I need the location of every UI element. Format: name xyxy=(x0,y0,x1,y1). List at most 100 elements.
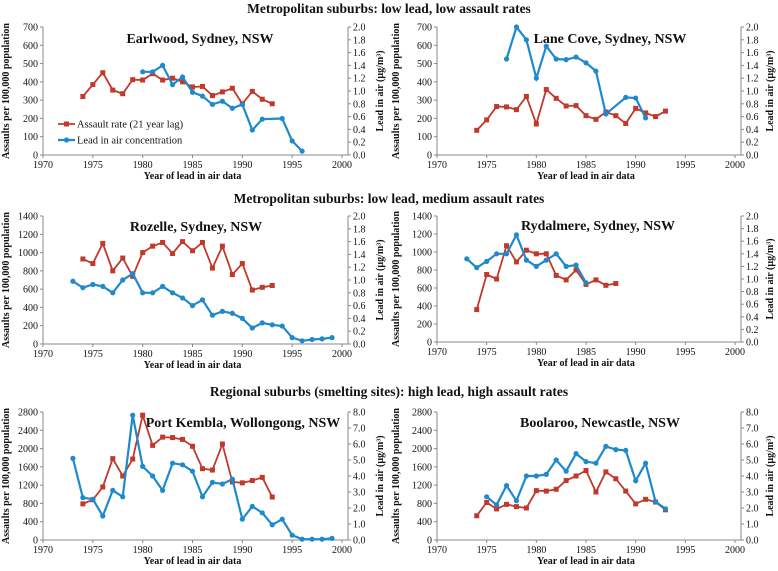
y2-tick-label: 1.6 xyxy=(746,48,759,59)
lead-data-point xyxy=(623,94,629,100)
lead-data-point xyxy=(613,447,619,453)
lead-data-point xyxy=(299,536,305,542)
chart-title: Lane Cove, Sydney, NSW xyxy=(534,32,687,47)
y-tick-label: 400 xyxy=(23,517,38,528)
assault-data-point xyxy=(523,247,529,253)
assault-data-point xyxy=(543,87,549,93)
y2-tick-label: 6.0 xyxy=(353,440,366,451)
y2-tick-label: 2.0 xyxy=(353,212,366,223)
lead-data-point xyxy=(289,335,295,341)
y-tick-label: 800 xyxy=(23,499,38,510)
assault-data-point xyxy=(613,476,619,482)
lead-data-point xyxy=(150,290,156,296)
assault-data-point xyxy=(533,251,539,257)
lead-data-point xyxy=(513,232,520,238)
lead-data-point xyxy=(603,443,609,449)
lead-data-point xyxy=(484,258,490,264)
legend: Assault rate (21 year lag) Lead in air co… xyxy=(58,120,184,147)
assault-data-point xyxy=(494,104,500,110)
y-tick-label: 1000 xyxy=(18,248,38,259)
lead-data-point xyxy=(110,290,116,296)
assault-data-point xyxy=(249,88,255,94)
y-tick-label: 600 xyxy=(417,41,432,52)
lead-data-point xyxy=(643,115,649,121)
x-tick-label: 1995 xyxy=(282,349,302,360)
assault-data-point xyxy=(150,243,156,249)
y-axis-title-right: Lead in air (µg/m³) xyxy=(375,239,386,320)
lead-series-line xyxy=(72,272,333,342)
y2-tick-label: 0.4 xyxy=(746,312,759,323)
x-tick-label: 2000 xyxy=(725,160,745,171)
lead-data-point xyxy=(219,481,225,487)
lead-data-point xyxy=(80,495,86,501)
assault-data-point xyxy=(170,435,176,441)
assault-data-point xyxy=(150,442,156,448)
lead-data-point xyxy=(179,295,186,301)
y2-tick-label: 1.4 xyxy=(746,249,759,260)
y-axis-title-left: Assaults per 100,000 population xyxy=(391,408,402,544)
lead-data-point xyxy=(553,251,559,257)
y2-tick-label: 1.0 xyxy=(353,520,366,531)
lead-data-point xyxy=(229,476,235,482)
y-tick-label: 300 xyxy=(23,96,38,107)
y-tick-label: 2000 xyxy=(18,444,38,455)
x-tick-label: 1990 xyxy=(626,545,646,556)
chart-panel-1: 0 100 200 300 400 500 600 700 0.0 0.2 0.4 0.6 0.81.0… xyxy=(1,23,386,183)
x-tick-label: 1975 xyxy=(83,545,103,556)
y-axis-title-right: Lead in air (µg/m³) xyxy=(765,238,776,319)
lead-data-point xyxy=(120,494,126,500)
lead-data-point xyxy=(130,412,136,418)
assault-data-point xyxy=(140,412,146,418)
y2-tick-label: 1.8 xyxy=(353,35,366,46)
lead-series-line xyxy=(71,414,333,541)
y2-tick-label: 1.8 xyxy=(353,224,366,235)
y2-tick-label: 0.0 xyxy=(353,340,366,351)
lead-data-point xyxy=(259,116,265,122)
assault-data-point xyxy=(160,77,166,83)
assault-data-point xyxy=(190,248,195,254)
lead-data-point xyxy=(563,263,569,269)
assault-data-point xyxy=(474,513,480,519)
x-tick-label: 1985 xyxy=(576,160,596,171)
x-tick-label: 2000 xyxy=(332,545,352,556)
y2-tick-label: 1.0 xyxy=(746,275,759,286)
lead-data-point xyxy=(179,462,186,468)
lead-data-point xyxy=(474,265,480,271)
y2-tick-label: 0.8 xyxy=(746,287,759,298)
lead-data-point xyxy=(169,460,176,466)
assault-data-point xyxy=(643,496,649,502)
lead-data-point xyxy=(329,535,335,542)
assault-data-point xyxy=(110,456,116,462)
lead-data-point xyxy=(179,74,186,80)
y-tick-label: 500 xyxy=(23,59,38,70)
lead-data-point xyxy=(583,60,589,66)
assault-data-point xyxy=(563,277,569,283)
y2-tick-label: 8.0 xyxy=(353,408,366,419)
section-title-high-high: Regional suburbs (smelting sites): high … xyxy=(210,384,568,399)
y2-tick-label: 1.8 xyxy=(746,224,759,235)
y2-tick-label: 0.2 xyxy=(746,138,759,149)
lead-data-point xyxy=(309,536,315,542)
y-tick-label: 200 xyxy=(23,321,38,332)
x-tick-label: 1995 xyxy=(675,160,695,171)
x-tick-label: 2000 xyxy=(332,160,352,171)
lead-data-point xyxy=(543,257,549,263)
lead-data-point xyxy=(189,89,196,95)
assault-data-point xyxy=(573,473,579,479)
assault-data-point xyxy=(80,93,86,99)
assault-data-point xyxy=(120,255,126,261)
chart-title: Port Kembla, Wollongong, NSW xyxy=(146,416,341,431)
x-axis-title: Year of lead in air data xyxy=(537,556,635,566)
legend-assault-marker xyxy=(64,121,69,127)
lead-data-point xyxy=(140,69,146,75)
y-tick-label: 400 xyxy=(23,303,38,314)
y2-tick-label: 0.2 xyxy=(353,138,366,149)
y-tick-label: 700 xyxy=(417,23,432,34)
assault-data-point xyxy=(180,79,186,85)
y-tick-label: 500 xyxy=(417,59,432,70)
y-tick-label: 400 xyxy=(417,302,432,313)
lead-data-point xyxy=(662,506,669,512)
assault-data-point xyxy=(219,89,225,95)
x-tick-label: 1985 xyxy=(183,160,203,171)
x-tick-label: 2000 xyxy=(725,347,745,358)
